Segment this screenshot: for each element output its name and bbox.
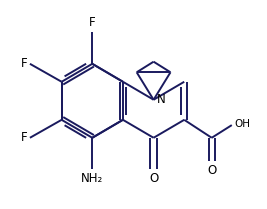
Text: O: O [207, 164, 216, 177]
Text: F: F [21, 57, 27, 70]
Text: O: O [149, 172, 158, 185]
Text: F: F [89, 17, 96, 29]
Text: N: N [157, 93, 166, 106]
Text: NH₂: NH₂ [81, 172, 103, 185]
Text: OH: OH [234, 119, 250, 129]
Text: F: F [21, 131, 27, 144]
